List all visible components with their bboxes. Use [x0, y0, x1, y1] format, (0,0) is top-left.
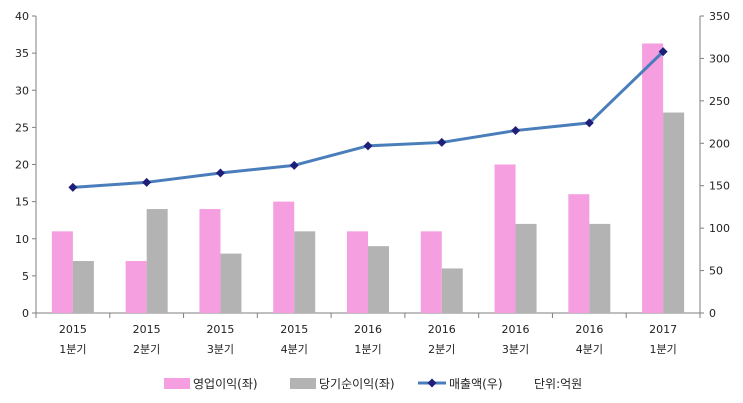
legend-swatch-net-income: [290, 378, 316, 389]
category-label-year: 2015: [59, 323, 87, 336]
bar-operating-profit: [494, 164, 516, 313]
right-tick-label: 0: [709, 307, 716, 320]
left-tick-label: 40: [15, 10, 29, 23]
revenue-point: [658, 47, 668, 57]
bar-operating-profit: [273, 201, 295, 313]
right-tick-label: 100: [709, 222, 730, 235]
legend-unit-note: 단위:억원: [534, 377, 582, 391]
revenue-point: [363, 141, 373, 151]
category-label-quarter: 1분기: [354, 343, 381, 356]
bar-operating-profit: [568, 194, 590, 313]
left-tick-label: 10: [15, 233, 29, 246]
bar-net-income: [72, 261, 94, 313]
right-tick-label: 200: [709, 137, 730, 150]
category-label-quarter: 3분기: [502, 343, 529, 356]
bar-net-income: [368, 246, 389, 313]
category-label-quarter: 4분기: [576, 343, 603, 356]
bar-net-income: [146, 209, 168, 313]
left-tick-label: 20: [15, 159, 29, 172]
category-label-quarter: 2분기: [428, 343, 455, 356]
category-label-year: 2015: [280, 323, 308, 336]
right-tick-label: 350: [709, 10, 730, 23]
revenue-point: [437, 137, 447, 147]
bar-operating-profit: [642, 43, 664, 313]
category-label-year: 2015: [206, 323, 234, 336]
category-label-quarter: 3분기: [207, 343, 234, 356]
right-tick-label: 300: [709, 52, 730, 65]
bars: [51, 43, 685, 314]
bar-net-income: [294, 231, 316, 313]
left-tick-label: 15: [15, 196, 29, 209]
category-label-quarter: 1분기: [59, 343, 86, 356]
category-label-quarter: 1분기: [649, 343, 676, 356]
bar-operating-profit: [420, 231, 442, 313]
bar-operating-profit: [347, 231, 368, 313]
category-label-year: 2016: [502, 323, 530, 336]
revenue-point: [215, 168, 225, 178]
left-tick-label: 35: [15, 47, 29, 60]
revenue-line-group: [68, 47, 668, 192]
bar-net-income: [441, 268, 463, 313]
legend-swatch-revenue-marker: [427, 378, 437, 388]
right-tick-label: 50: [709, 265, 723, 278]
category-label-year: 2016: [354, 323, 382, 336]
bar-net-income: [663, 112, 685, 314]
legend-label-operating-profit: 영업이익(좌): [193, 377, 258, 391]
revenue-point: [289, 160, 299, 170]
right-tick-label: 150: [709, 180, 730, 193]
left-tick-label: 30: [15, 84, 29, 97]
bar-net-income: [589, 223, 611, 313]
category-label-year: 2015: [133, 323, 161, 336]
category-label-quarter: 4분기: [281, 343, 308, 356]
revenue-line: [72, 50, 665, 189]
revenue-point: [68, 182, 78, 192]
category-label-quarter: 2분기: [133, 343, 160, 356]
bar-operating-profit: [125, 261, 147, 313]
legend: 영업이익(좌) 당기순이익(좌) 매출액(우) 단위:억원: [164, 377, 582, 391]
left-tick-label: 0: [22, 307, 29, 320]
right-tick-label: 250: [709, 95, 730, 108]
bar-net-income: [220, 253, 242, 313]
category-label-year: 2016: [575, 323, 603, 336]
category-label-year: 2016: [428, 323, 456, 336]
bar-operating-profit: [199, 209, 221, 313]
bar-net-income: [515, 223, 537, 313]
legend-swatch-operating-profit: [164, 378, 190, 389]
legend-label-net-income: 당기순이익(좌): [319, 377, 395, 391]
revenue-point: [511, 126, 521, 136]
left-tick-label: 5: [22, 270, 29, 283]
revenue-point: [142, 177, 152, 187]
category-labels: 2015 1분기 2015 2분기 2015 3분기 2015 4분기 2016 1분기 2016 2…: [59, 323, 677, 356]
left-tick-label: 25: [15, 121, 29, 134]
revenue-point: [584, 118, 594, 128]
category-label-year: 2017: [649, 323, 677, 336]
bar-operating-profit: [51, 231, 73, 313]
legend-label-revenue: 매출액(우): [449, 377, 503, 391]
